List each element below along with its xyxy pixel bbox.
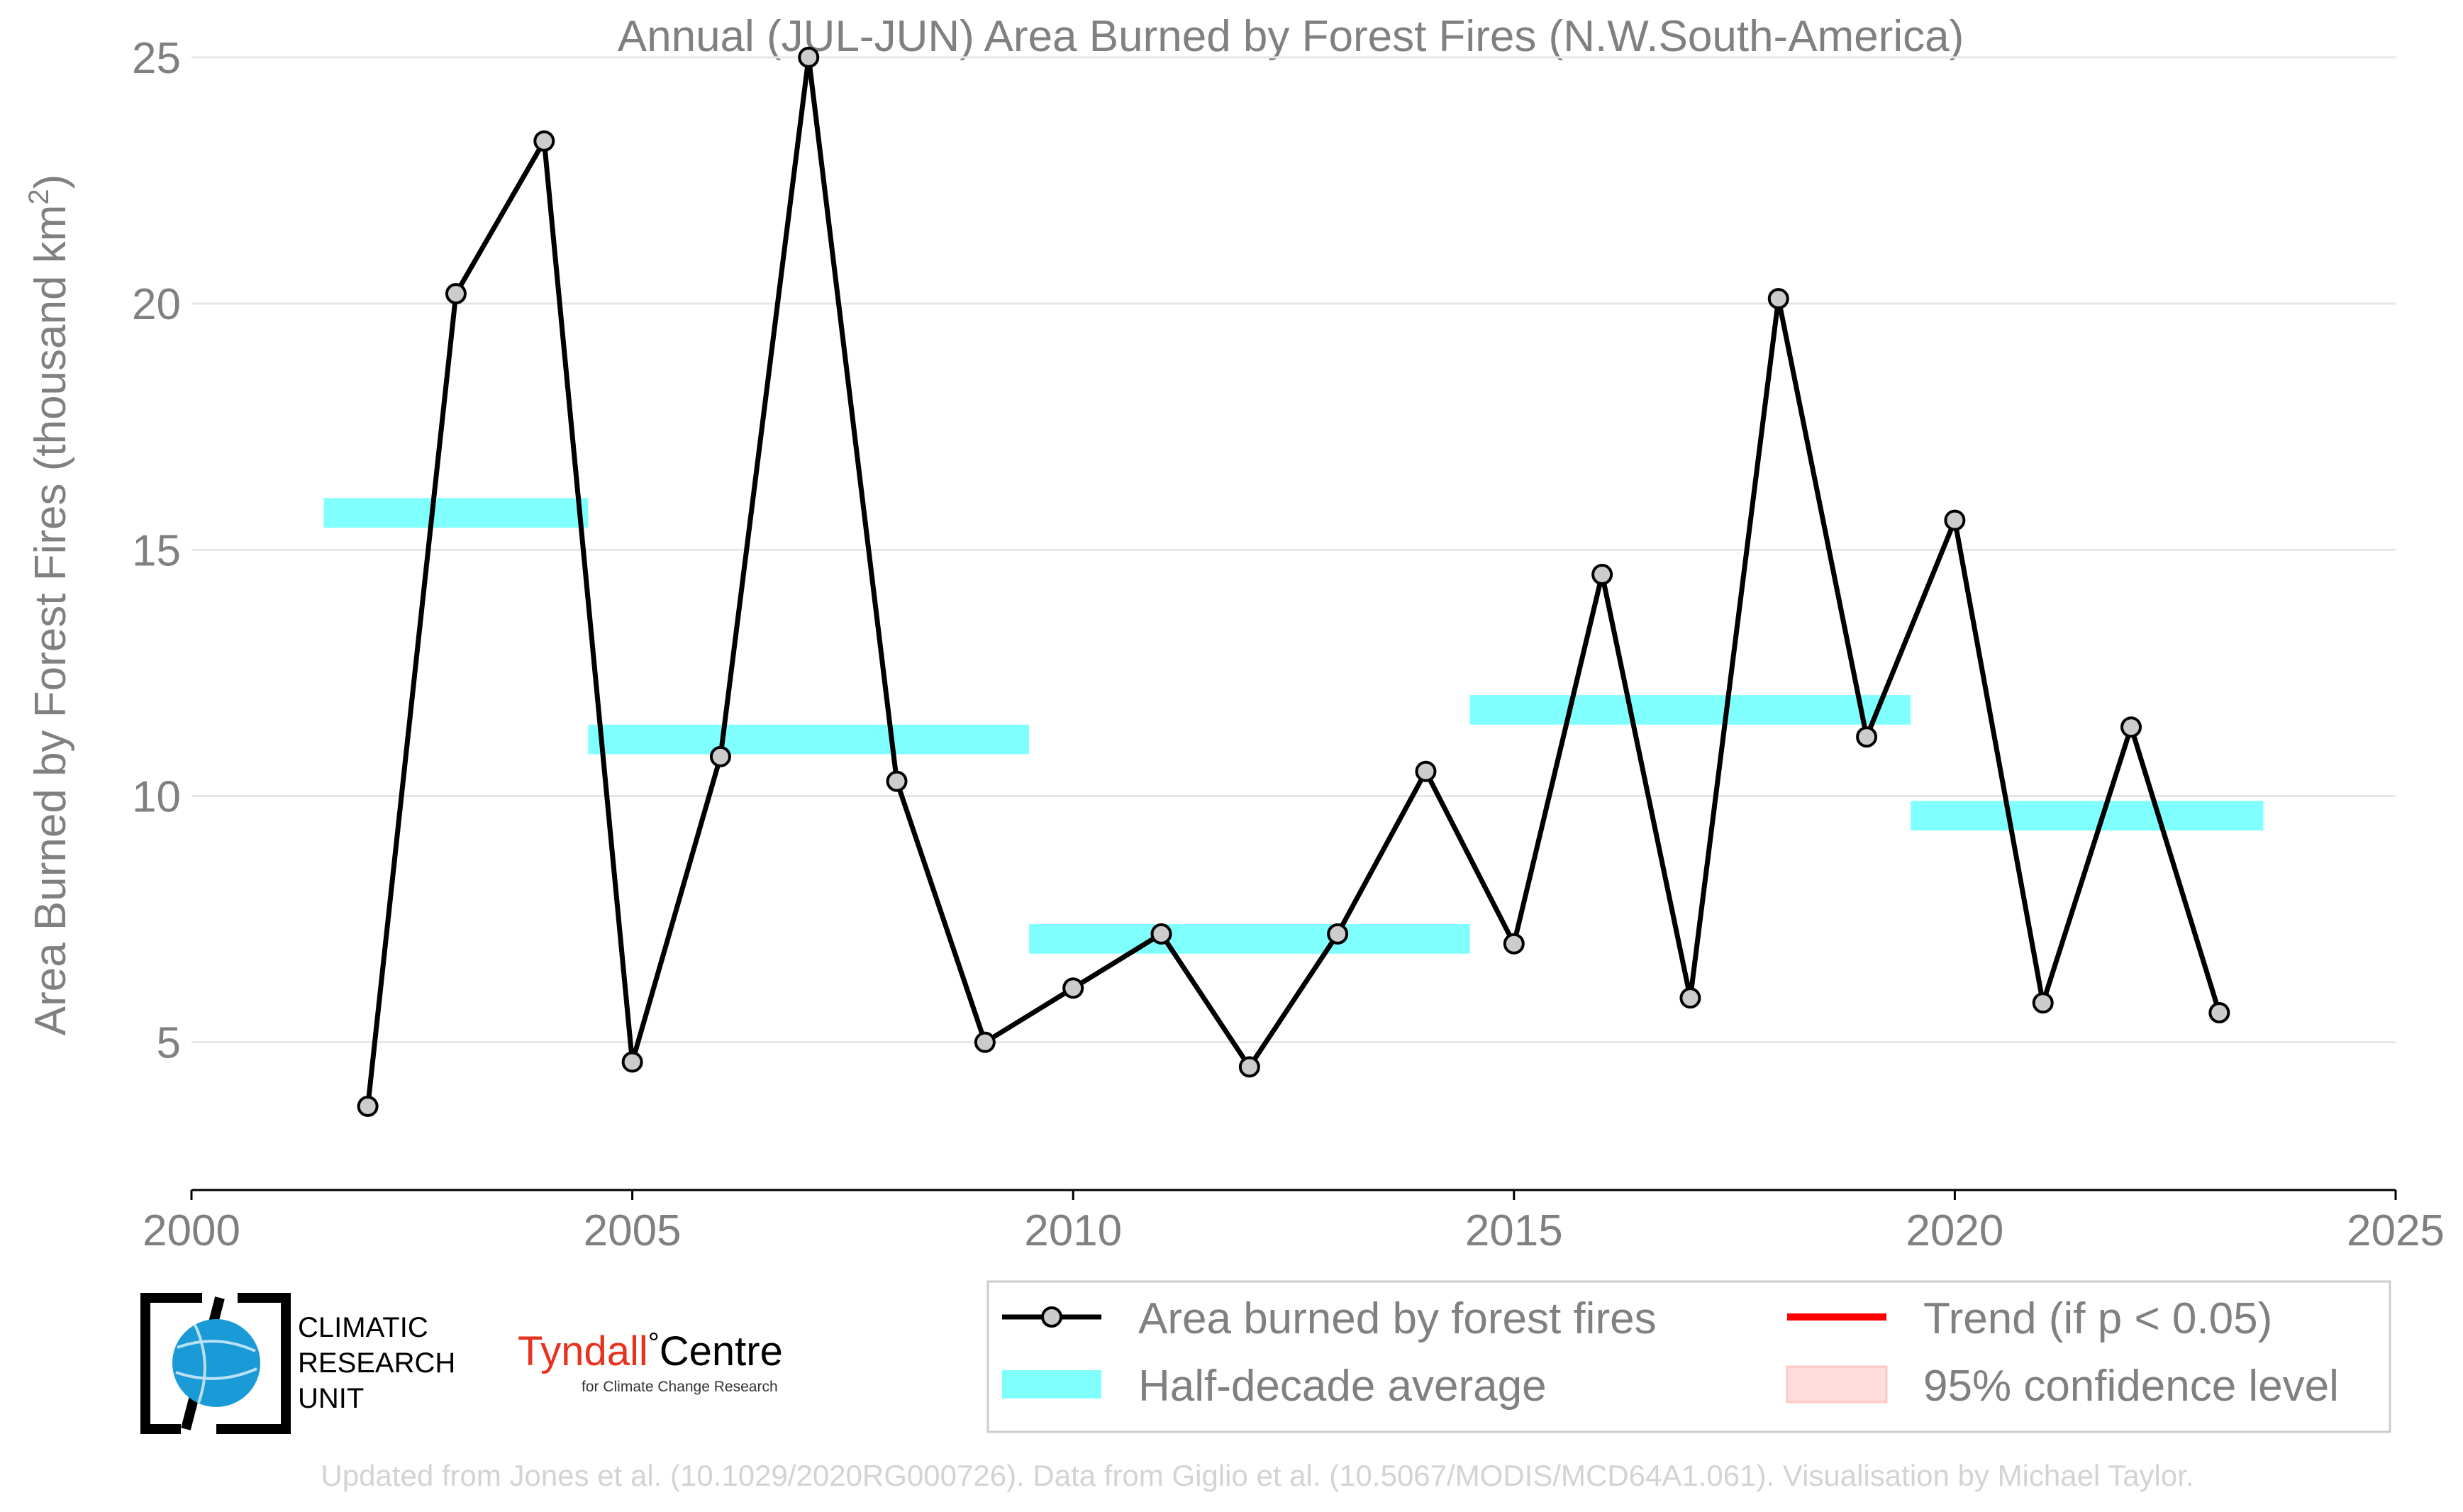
cru-logo-frame (140, 1293, 291, 1434)
legend-label-confidence: 95% confidence level (1923, 1362, 2339, 1411)
legend-item-confidence: 95% confidence level (1786, 1362, 2339, 1411)
legend-label-trend: Trend (if p < 0.05) (1923, 1294, 2272, 1343)
legend-item-series: Area burned by forest fires (1002, 1294, 1657, 1343)
data-point-2014 (1415, 760, 1437, 782)
y-axis-label-close: ) (26, 174, 75, 189)
y-axis-label: Area Burned by Forest Fires (thousand km… (23, 174, 75, 1036)
legend: Area burned by forest fires Trend (if p … (986, 1280, 2391, 1433)
data-point-2011 (1150, 923, 1172, 945)
cru-logo: CLIMATIC RESEARCH UNIT (140, 1293, 455, 1434)
legend-box (986, 1280, 2391, 1433)
cru-logo-line1: CLIMATIC (298, 1312, 428, 1343)
data-point-2002 (357, 1095, 379, 1117)
tyndall-logo: Tyndall°Centre for Climate Change Resear… (518, 1328, 783, 1395)
y-axis-label-main: Area Burned by Forest Fires (thousand km (26, 205, 75, 1036)
x-tick-label-2010: 2010 (1024, 1206, 1122, 1255)
tyndall-centre: Centre (660, 1328, 783, 1374)
data-point-2017 (1679, 987, 1701, 1009)
y-tick-label-25: 25 (132, 34, 181, 83)
y-tick-label-20: 20 (132, 280, 181, 329)
data-point-2018 (1767, 288, 1789, 310)
chart-title: Annual (JUL-JUN) Area Burned by Forest F… (618, 12, 1964, 61)
x-tick-label-2020: 2020 (1906, 1206, 2003, 1255)
y-axis-label-superscript: 2 (23, 189, 55, 204)
data-point-2005 (621, 1051, 643, 1073)
half-decade-bar-1 (323, 498, 589, 528)
data-point-2023 (2208, 1002, 2230, 1024)
y-tick-labels: 5 10 15 20 25 (132, 34, 181, 1068)
globe-lines-icon (175, 1324, 257, 1403)
legend-label-series: Area burned by forest fires (1138, 1294, 1657, 1343)
y-tick-label-5: 5 (157, 1019, 181, 1068)
legend-item-trend: Trend (if p < 0.05) (1787, 1294, 2272, 1343)
half-decade-average-bands (323, 498, 2264, 954)
series-line (365, 55, 2222, 1107)
half-decade-bar-5 (1911, 801, 2264, 831)
legend-label-half-decade: Half-decade average (1138, 1362, 1547, 1411)
data-point-2006 (709, 745, 731, 767)
data-point-2007 (798, 46, 820, 68)
legend-confidence-swatch (1786, 1365, 1888, 1403)
series-line-path (365, 55, 2222, 1107)
data-point-2019 (1856, 726, 1878, 748)
x-tick-label-2025: 2025 (2347, 1206, 2445, 1255)
half-decade-bar-3 (1029, 924, 1470, 954)
footer-credit: Updated from Jones et al. (10.1029/2020R… (321, 1459, 2194, 1492)
legend-item-half-decade: Half-decade average (1002, 1362, 1547, 1411)
x-tick-label-2000: 2000 (143, 1206, 240, 1255)
x-tick-label-2015: 2015 (1465, 1206, 1563, 1255)
data-point-2004 (533, 130, 555, 152)
x-tick-label-2005: 2005 (584, 1206, 682, 1255)
cru-logo-line3: UNIT (298, 1383, 364, 1414)
data-point-2010 (1062, 977, 1084, 999)
legend-band-swatch (1002, 1370, 1101, 1399)
tyndall-logo-title: Tyndall°Centre (518, 1328, 783, 1374)
x-ticks: 2000 2005 2010 2015 2020 2025 (143, 1190, 2445, 1255)
tyndall-degree: ° (648, 1328, 660, 1359)
data-point-2009 (974, 1031, 996, 1053)
tyndall-name: Tyndall (518, 1328, 648, 1374)
data-point-2008 (886, 770, 908, 792)
half-decade-bar-4 (1469, 695, 1911, 725)
data-point-2003 (445, 283, 467, 305)
data-point-2013 (1327, 923, 1349, 945)
data-point-2015 (1503, 933, 1525, 955)
grid-lines (191, 56, 2396, 1044)
data-point-2012 (1238, 1056, 1260, 1078)
data-point-2020 (1944, 509, 1966, 531)
data-point-2022 (2120, 716, 2142, 738)
y-tick-label-15: 15 (132, 526, 181, 575)
globe-icon (172, 1319, 260, 1407)
cru-logo-line2: RESEARCH (298, 1347, 455, 1379)
y-tick-label-10: 10 (132, 772, 181, 821)
data-point-2021 (2032, 992, 2054, 1014)
tyndall-logo-subtitle: for Climate Change Research (582, 1379, 778, 1395)
data-point-2016 (1591, 563, 1613, 585)
legend-marker-swatch (1041, 1306, 1062, 1328)
series-points (357, 46, 2230, 1117)
half-decade-bar-2 (588, 724, 1030, 755)
